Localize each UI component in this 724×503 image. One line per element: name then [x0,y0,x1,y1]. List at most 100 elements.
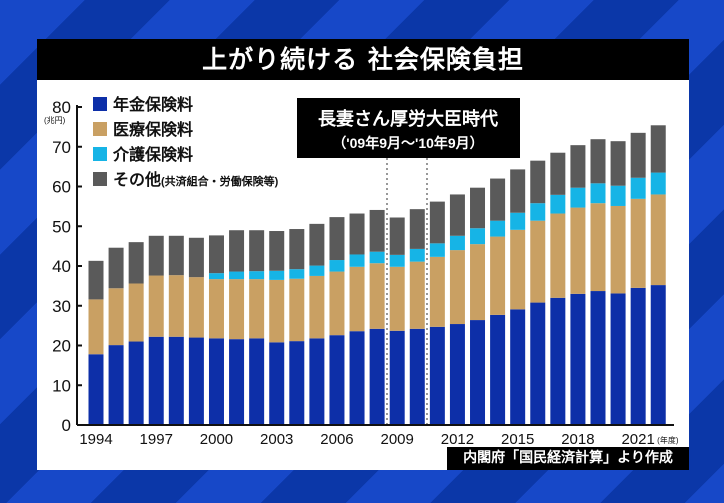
y-tick-label: 50 [52,217,71,236]
x-tick-label: 1994 [79,431,112,448]
bar-2009-series-2 [389,254,405,267]
bar-2015-series-2 [510,212,526,230]
bar-1997-series-1 [148,275,164,337]
chart-title: 上がり続ける 社会保険負担 [37,39,689,80]
x-tick-label: 2009 [381,431,414,448]
bar-2022-series-2 [650,172,666,195]
bar-2006-series-0 [329,335,345,425]
legend-label-1: 医療保険料 [113,120,193,139]
bar-2004-series-2 [289,269,305,279]
bar-2022-series-1 [650,194,666,286]
bar-2012-series-3 [449,194,465,236]
y-tick-label: 10 [52,376,71,395]
bar-2011-series-0 [429,326,445,425]
bar-2010-series-1 [409,261,425,329]
legend-label-0: 年金保険料 [113,95,193,114]
bar-2005-series-2 [309,265,325,276]
y-tick-label: 0 [62,416,71,435]
bar-2018-series-2 [570,187,586,208]
bar-2017-series-0 [550,297,566,425]
bar-2015-series-1 [510,229,526,310]
bar-2015-series-0 [510,309,526,425]
bar-2011-series-3 [429,201,445,244]
bar-2015-series-3 [510,169,526,213]
bar-2018-series-0 [570,293,586,425]
bar-2009-series-1 [389,266,405,331]
bar-2021-series-1 [630,198,646,288]
bar-2003-series-2 [269,270,285,280]
bar-2002-series-3 [249,230,265,272]
bar-2021-series-3 [630,132,646,178]
bar-1999-series-3 [188,237,204,278]
bar-1995-series-0 [108,345,124,425]
bar-2008-series-3 [369,209,385,252]
bar-2020-series-3 [610,141,626,186]
y-tick-label: 60 [52,178,71,197]
y-axis-unit: (兆円) [44,115,66,125]
annotation-period: （'09年9月～'10年9月） [332,135,483,151]
bar-2019-series-3 [590,139,606,184]
bar-2010-series-3 [409,209,425,249]
bar-2017-series-3 [550,152,566,195]
x-tick-label: 2000 [200,431,233,448]
bar-1995-series-1 [108,288,124,346]
bar-1994-series-3 [88,260,104,300]
bar-2005-series-0 [309,338,325,425]
bar-2008-series-0 [369,328,385,425]
bar-2018-series-1 [570,207,586,294]
legend-swatch-1 [93,122,107,136]
legend-label-2: 介護保険料 [112,145,193,164]
bar-2001-series-1 [229,279,245,340]
bar-2010-series-0 [409,328,425,425]
bar-1998-series-3 [168,235,184,276]
bar-2014-series-1 [490,236,506,315]
bar-2018-series-3 [570,145,586,188]
x-axis-unit: (年度) [657,435,679,445]
bar-2002-series-0 [249,338,265,425]
bar-2005-series-1 [309,275,325,339]
bar-1998-series-0 [168,336,184,425]
bar-2003-series-3 [269,231,285,271]
bar-2010-series-2 [409,248,425,262]
bar-2016-series-3 [530,160,546,204]
bar-2008-series-1 [369,263,385,329]
bar-2016-series-0 [530,302,546,425]
x-tick-label: 2003 [260,431,293,448]
bar-2007-series-3 [349,213,365,255]
bar-2008-series-2 [369,251,385,264]
bar-2020-series-2 [610,185,626,206]
bar-2007-series-2 [349,254,365,267]
bar-2005-series-3 [309,223,325,266]
bar-2019-series-1 [590,203,606,292]
bar-2011-series-1 [429,256,445,327]
bar-2007-series-0 [349,331,365,425]
x-tick-label: 2006 [320,431,353,448]
bar-2019-series-0 [590,291,606,425]
bar-1998-series-1 [168,275,184,337]
bar-2000-series-2 [208,273,224,280]
bar-2014-series-3 [490,178,506,221]
bar-1996-series-1 [128,283,144,342]
source-note: 内閣府「国民経済計算」より作成 [447,447,689,470]
bar-2002-series-1 [249,279,265,339]
bar-2001-series-3 [229,230,245,272]
bar-2013-series-3 [470,187,486,229]
bar-2020-series-0 [610,293,626,425]
x-tick-label: 2021 [621,431,654,448]
bar-2014-series-0 [490,314,506,425]
bar-2013-series-0 [470,320,486,425]
bar-1999-series-0 [188,337,204,425]
x-tick-label: 2018 [561,431,594,448]
bar-2017-series-1 [550,213,566,298]
bar-2012-series-0 [449,324,465,425]
bar-2003-series-0 [269,342,285,425]
legend-swatch-3 [93,172,107,186]
bar-1994-series-1 [88,299,104,355]
bar-2020-series-1 [610,205,626,294]
bar-2022-series-0 [650,285,666,425]
y-tick-label: 30 [52,297,71,316]
y-tick-label: 70 [52,138,71,157]
bar-1996-series-0 [128,341,144,425]
bar-2006-series-1 [329,271,345,336]
bar-2002-series-2 [249,271,265,280]
